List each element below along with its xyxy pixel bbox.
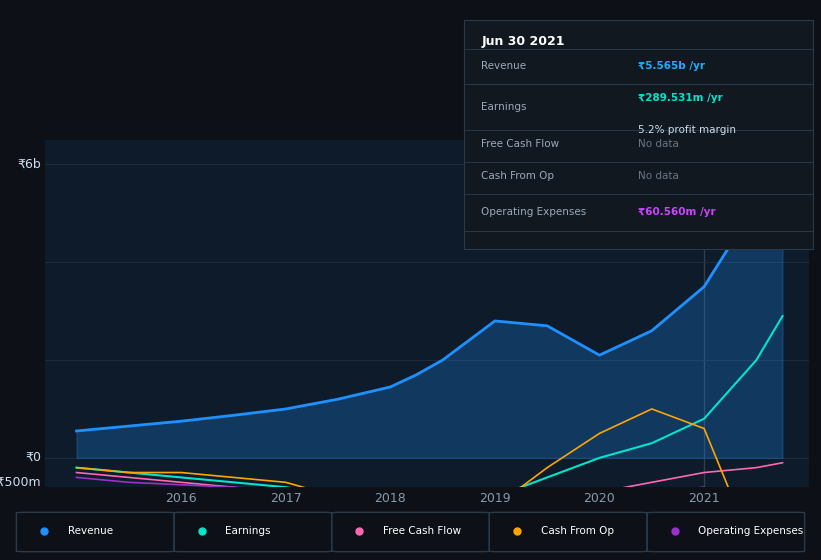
Text: Revenue: Revenue <box>67 526 112 536</box>
Text: Free Cash Flow: Free Cash Flow <box>383 526 461 536</box>
Text: -₹500m: -₹500m <box>0 476 41 489</box>
Text: Cash From Op: Cash From Op <box>540 526 613 536</box>
Text: No data: No data <box>639 138 679 148</box>
Text: ₹289.531m /yr: ₹289.531m /yr <box>639 92 723 102</box>
Text: Cash From Op: Cash From Op <box>481 171 554 181</box>
Text: ₹5.565b /yr: ₹5.565b /yr <box>639 60 705 71</box>
Text: Revenue: Revenue <box>481 60 526 71</box>
Text: Jun 30 2021: Jun 30 2021 <box>481 35 565 48</box>
Text: Free Cash Flow: Free Cash Flow <box>481 138 559 148</box>
Text: Earnings: Earnings <box>225 526 271 536</box>
Text: Operating Expenses: Operating Expenses <box>698 526 804 536</box>
Text: Operating Expenses: Operating Expenses <box>481 207 586 217</box>
Text: ₹6b: ₹6b <box>17 158 41 171</box>
Text: No data: No data <box>639 171 679 181</box>
Text: 5.2% profit margin: 5.2% profit margin <box>639 125 736 135</box>
Text: ₹60.560m /yr: ₹60.560m /yr <box>639 207 716 217</box>
Text: ₹0: ₹0 <box>25 451 41 464</box>
Text: Earnings: Earnings <box>481 102 527 112</box>
